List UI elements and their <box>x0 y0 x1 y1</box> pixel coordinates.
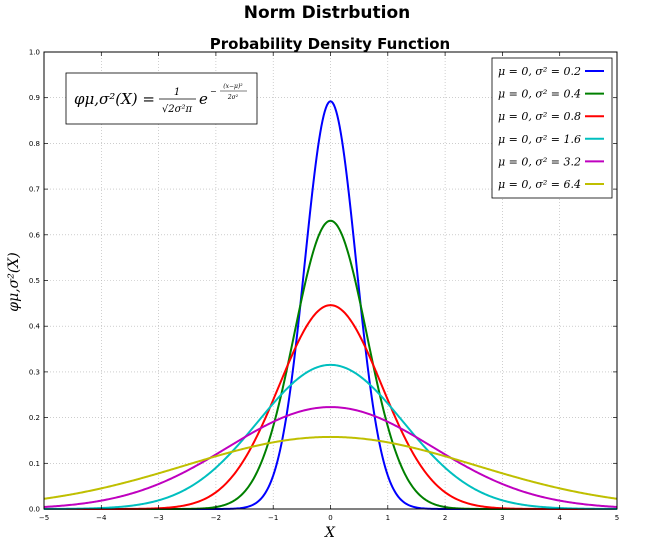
y-tick-label: 0.9 <box>29 94 40 102</box>
y-tick-label: 0.0 <box>29 506 40 514</box>
y-tick-label: 0.4 <box>29 323 41 331</box>
figure-title: Norm Distrbution <box>244 3 411 23</box>
x-axis-label: X <box>324 525 336 541</box>
legend-label: μ = 0, σ² = 0.2 <box>498 65 581 78</box>
x-tick-label: 5 <box>615 514 619 522</box>
legend-label: μ = 0, σ² = 0.4 <box>498 88 581 101</box>
legend-label: μ = 0, σ² = 1.6 <box>498 133 581 146</box>
formula-exp-sign: − <box>210 87 217 96</box>
x-tick-label: 3 <box>500 514 504 522</box>
y-tick-label: 0.1 <box>29 460 40 468</box>
series-line <box>43 406 618 508</box>
formula-lhs: φμ,σ²(X) = <box>74 90 155 108</box>
y-tick-labels: 0.0 0.1 0.2 0.3 0.4 0.5 0.6 0.7 0.8 0.9 1.0 <box>29 49 41 514</box>
chart-title: Probability Density Function <box>210 35 450 53</box>
formula-denominator: √2σ²π <box>162 104 193 115</box>
y-tick-label: 0.6 <box>29 231 41 239</box>
formula-exp-numerator: (x−μ)² <box>223 83 243 90</box>
formula-frame <box>65 72 258 125</box>
x-tick-label: −1 <box>268 514 278 522</box>
formula-exp-denominator: 2σ² <box>227 94 239 101</box>
formula-box: φμ,σ²(X) = 1 √2σ²π e − (x−μ)² 2σ² <box>65 72 258 125</box>
x-tick-label: −3 <box>153 514 163 522</box>
x-tick-label: −5 <box>39 514 49 522</box>
x-tick-label: 0 <box>328 514 332 522</box>
x-tick-label: −2 <box>211 514 221 522</box>
x-tick-label: 4 <box>557 514 562 522</box>
y-tick-label: 0.7 <box>29 186 40 194</box>
x-tick-label: 1 <box>386 514 390 522</box>
x-tick-labels: −5 −4 −3 −2 −1 0 1 2 3 4 5 <box>39 514 619 522</box>
x-tick-label: −4 <box>96 514 107 522</box>
legend-frame <box>491 57 613 199</box>
legend: μ = 0, σ² = 0.2 μ = 0, σ² = 0.4 μ = 0, σ² … <box>491 57 613 199</box>
series-line <box>44 363 617 510</box>
legend-label: μ = 0, σ² = 6.4 <box>498 178 581 191</box>
legend-label: μ = 0, σ² = 3.2 <box>498 155 581 168</box>
series-line <box>43 435 618 500</box>
axis-ticks <box>43 51 618 510</box>
x-tick-label: 2 <box>443 514 447 522</box>
legend-label: μ = 0, σ² = 0.8 <box>498 110 581 123</box>
formula-numerator: 1 <box>174 87 180 98</box>
formula-base: e <box>199 90 208 108</box>
y-tick-label: 0.3 <box>29 368 40 376</box>
y-axis-label: φμ,σ²(X) <box>6 252 22 311</box>
y-tick-label: 0.5 <box>29 277 40 285</box>
y-tick-label: 0.2 <box>29 414 40 422</box>
y-tick-label: 1.0 <box>29 49 40 57</box>
y-tick-label: 0.8 <box>29 140 40 148</box>
